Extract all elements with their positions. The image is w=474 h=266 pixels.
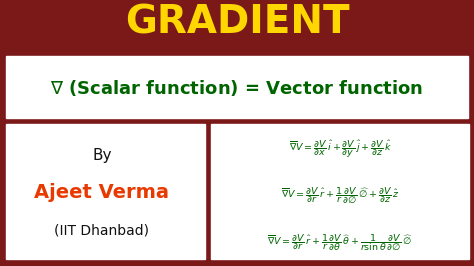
Text: By: By — [92, 148, 112, 163]
Text: $\nabla$ (Scalar function) = Vector function: $\nabla$ (Scalar function) = Vector func… — [50, 78, 424, 98]
Text: GRADIENT: GRADIENT — [125, 4, 349, 41]
Text: Ajeet Verma: Ajeet Verma — [35, 183, 169, 202]
FancyBboxPatch shape — [6, 56, 468, 118]
Text: $\overline{\nabla} V = \dfrac{\partial V}{\partial x}\,\hat{i} + \dfrac{\partial: $\overline{\nabla} V = \dfrac{\partial V… — [289, 138, 392, 160]
FancyBboxPatch shape — [211, 124, 469, 259]
Text: $\overline{\nabla} V = \dfrac{\partial V}{\partial r}\,\hat{r} + \dfrac{1}{r}\df: $\overline{\nabla} V = \dfrac{\partial V… — [267, 232, 413, 252]
Text: (IIT Dhanbad): (IIT Dhanbad) — [55, 223, 149, 237]
Text: $\overline{\nabla} V = \dfrac{\partial V}{\partial r}\,\hat{r} + \dfrac{1}{r}\df: $\overline{\nabla} V = \dfrac{\partial V… — [281, 185, 400, 206]
FancyBboxPatch shape — [6, 124, 205, 259]
